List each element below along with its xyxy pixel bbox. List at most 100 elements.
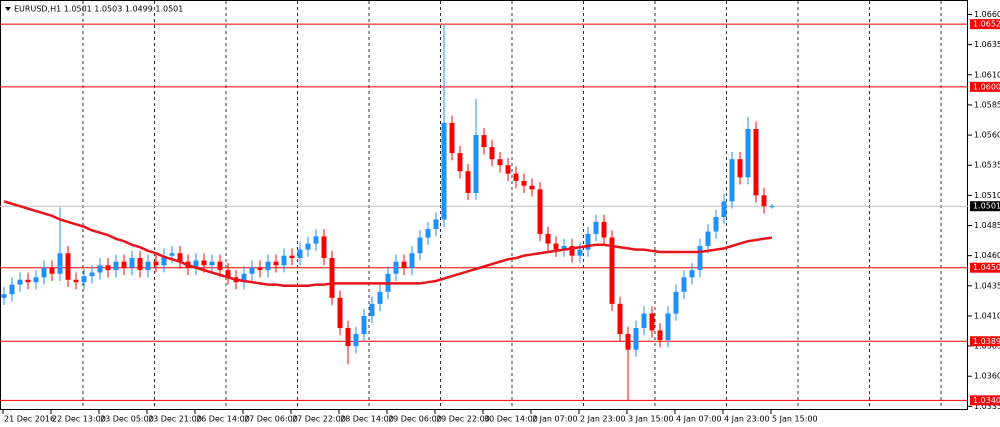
candle-body: [81, 276, 87, 283]
candle-body: [361, 315, 367, 335]
x-tick-label: 28 Dec 14:00: [340, 415, 394, 424]
level-label: 1.0389: [973, 337, 1000, 346]
candle-body: [441, 123, 447, 220]
y-tick-label: 1.0460: [974, 251, 1000, 260]
candle-body: [609, 237, 615, 304]
x-tick-label: 26 Dec 14:00: [196, 415, 250, 424]
menu-arrow[interactable]: [5, 7, 11, 11]
candle-body: [617, 303, 623, 335]
candle-body: [9, 284, 15, 295]
y-tick-label: 1.0510: [974, 191, 1000, 200]
candle-body: [129, 258, 135, 268]
candle-body: [73, 279, 79, 283]
candle-body: [297, 249, 303, 259]
candle-body: [377, 291, 383, 304]
candle-body: [49, 267, 55, 274]
x-tick-label: 2 Jan 07:00: [532, 415, 578, 424]
candle-body: [257, 267, 263, 271]
candle-body: [105, 265, 111, 271]
chart-title: EURUSD,H1 1.0501 1.0503 1.0499 1.0501: [14, 5, 183, 14]
candle-body: [649, 313, 655, 331]
candle-body: [393, 261, 399, 274]
moving-average: [3, 200, 773, 288]
candle-body: [409, 253, 415, 268]
candle-body: [473, 135, 479, 193]
candle-body: [593, 221, 599, 234]
candle-body: [657, 330, 663, 341]
candle-body: [169, 253, 175, 256]
candle-body: [425, 229, 431, 238]
level-label: 1.0652: [973, 20, 1000, 29]
candle-body: [217, 261, 223, 271]
candle-body: [281, 255, 287, 266]
candle-body: [529, 185, 535, 190]
x-tick-label: 27 Dec 06:00: [244, 415, 298, 424]
level-label-box: [970, 395, 1000, 406]
current-price-label: 1.0501: [973, 202, 1000, 211]
candle-body: [601, 221, 607, 238]
candle-body: [137, 258, 143, 271]
x-tick-label: 22 Dec 13:00: [52, 415, 106, 424]
candle-body: [465, 171, 471, 193]
candle-body: [433, 219, 439, 230]
candle-body: [1, 294, 7, 298]
candle-body: [345, 328, 351, 347]
candle-body: [321, 236, 327, 259]
candle-body: [369, 303, 375, 316]
level-label: 1.0340: [973, 396, 1000, 405]
candle-body: [449, 123, 455, 154]
candle-body: [145, 261, 151, 271]
candle-body: [585, 233, 591, 250]
candle-body: [769, 206, 775, 208]
candle-body: [305, 243, 311, 250]
candle-body: [193, 260, 199, 268]
candle-body: [641, 313, 647, 328]
candle-body: [97, 265, 103, 273]
candle-body: [273, 261, 279, 266]
level-label-box: [970, 81, 1000, 92]
candle-body: [353, 334, 359, 347]
candle-body: [121, 261, 127, 268]
candle-body: [177, 253, 183, 262]
candle-body: [721, 201, 727, 218]
x-tick-label: 3 Jan 15:00: [628, 415, 674, 424]
y-tick-label: 1.0610: [974, 70, 1000, 79]
candle-body: [17, 279, 23, 285]
candle-body: [153, 261, 159, 266]
candle-body: [505, 165, 511, 174]
candle-body: [457, 153, 463, 172]
y-tick-label: 1.0435: [974, 281, 1000, 290]
candle-body: [689, 270, 695, 278]
candle-body: [673, 291, 679, 314]
candle-body: [681, 277, 687, 292]
candle-body: [489, 147, 495, 160]
candle-body: [289, 255, 295, 259]
candle-body: [537, 189, 543, 234]
y-tick-label: 1.0410: [974, 311, 1000, 320]
candle-body: [577, 249, 583, 256]
candle-body: [705, 231, 711, 246]
candle-body: [33, 277, 39, 283]
level-label: 1.0600: [973, 82, 1000, 91]
candle-body: [41, 267, 47, 278]
candle-body: [633, 328, 639, 350]
candle-body: [161, 255, 167, 266]
candle-body: [545, 233, 551, 244]
candle-body: [201, 260, 207, 266]
candle-body: [521, 180, 527, 186]
x-tick-label: 23 Dec 21:00: [148, 415, 202, 424]
y-tick-label: 1.0485: [974, 221, 1000, 230]
candle-body: [313, 236, 319, 244]
level-label-box: [970, 262, 1000, 273]
candle-body: [753, 129, 759, 196]
level-label: 1.0450: [973, 263, 1000, 272]
candle-body: [497, 159, 503, 166]
x-tick-label: 5 Jan 15:00: [772, 415, 818, 424]
y-tick-label: 1.0560: [974, 131, 1000, 140]
plot-frame: [0, 0, 968, 410]
candle-body: [329, 258, 335, 298]
x-tick-label: 29 Dec 22:00: [436, 415, 490, 424]
x-tick-label: 23 Dec 05:00: [100, 415, 154, 424]
